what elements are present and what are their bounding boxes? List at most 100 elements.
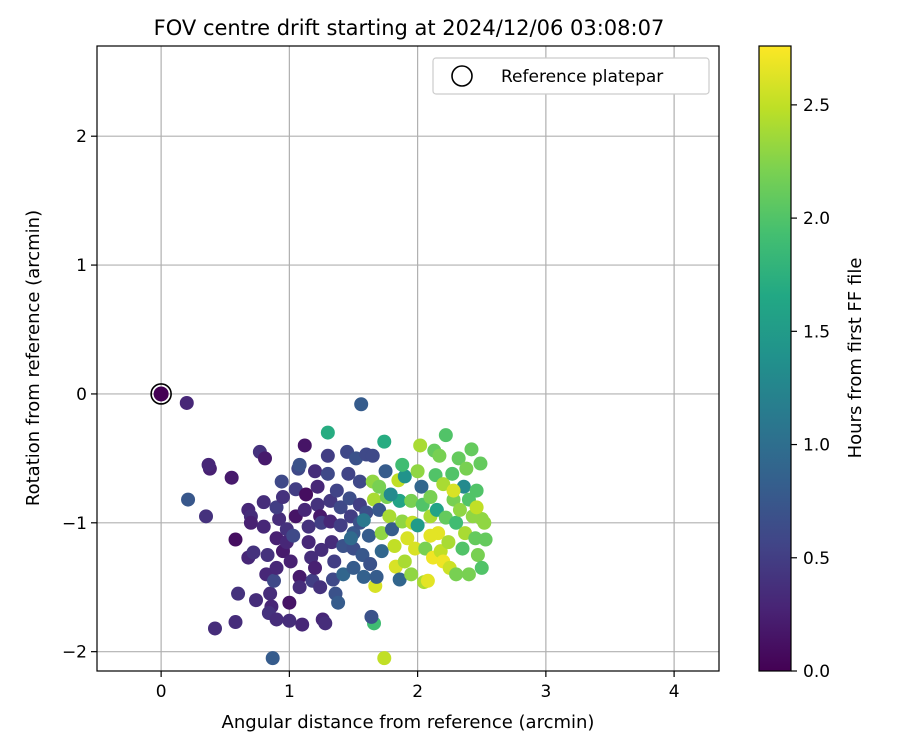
- data-point: [283, 554, 298, 569]
- data-point: [438, 428, 453, 443]
- data-point: [410, 464, 425, 479]
- data-point: [282, 595, 297, 610]
- data-point: [377, 434, 392, 449]
- data-point: [313, 580, 328, 595]
- data-point: [199, 509, 214, 524]
- data-point: [395, 514, 410, 529]
- grid: [97, 46, 719, 671]
- data-point: [423, 490, 438, 505]
- data-point: [342, 491, 357, 506]
- data-point: [256, 495, 271, 510]
- colorbar-ticks: 0.0 0.5 1.0 1.5 2.0 2.5: [791, 96, 830, 682]
- data-point: [392, 572, 407, 587]
- data-point: [384, 522, 399, 537]
- colorbar-label: Hours from first FF file: [845, 258, 866, 459]
- data-point: [260, 548, 275, 563]
- data-point: [441, 535, 456, 550]
- data-point: [323, 493, 338, 508]
- data-point: [470, 548, 485, 563]
- data-point: [274, 474, 289, 489]
- data-point: [292, 580, 307, 595]
- y-axis-label: Rotation from reference (arcmin): [23, 210, 44, 506]
- data-point: [369, 569, 384, 584]
- data-point: [314, 542, 329, 557]
- data-point: [474, 560, 489, 575]
- data-point: [310, 479, 325, 494]
- data-point: [224, 470, 239, 485]
- data-point: [413, 438, 428, 453]
- y-tick-label: 2: [76, 127, 87, 147]
- data-point: [301, 535, 316, 550]
- data-point: [477, 515, 492, 530]
- x-tick-label: 2: [412, 682, 423, 702]
- data-point: [310, 497, 325, 512]
- x-tick-label: 0: [156, 682, 167, 702]
- data-point: [324, 535, 339, 550]
- reference-point: [153, 386, 169, 402]
- data-point: [436, 477, 451, 492]
- colorbar-tick-label: 2.5: [803, 96, 830, 116]
- data-point: [356, 513, 371, 528]
- data-point: [469, 483, 484, 498]
- colorbar-gradient: [758, 45, 792, 672]
- data-point: [382, 509, 397, 524]
- data-point: [367, 492, 382, 507]
- data-point: [461, 567, 476, 582]
- data-point: [346, 560, 361, 575]
- data-points: [179, 395, 493, 666]
- data-point: [451, 451, 466, 466]
- legend-marker-circle-icon: [451, 65, 473, 87]
- data-point: [231, 586, 246, 601]
- data-point: [387, 539, 402, 553]
- data-point: [356, 569, 371, 584]
- data-point: [301, 519, 316, 534]
- data-point: [378, 464, 393, 479]
- data-point: [469, 500, 484, 515]
- data-point: [410, 518, 425, 533]
- data-point: [333, 500, 348, 515]
- data-point: [275, 490, 290, 505]
- y-tick-label: −2: [62, 643, 87, 663]
- data-point: [404, 493, 419, 508]
- x-tick-label: 4: [669, 682, 680, 702]
- colorbar-tick-label: 1.0: [803, 436, 830, 456]
- data-point: [266, 573, 281, 588]
- data-point: [201, 457, 216, 472]
- x-ticks: 0 1 2 3 4: [156, 671, 680, 702]
- y-tick-label: 1: [76, 256, 87, 276]
- data-point: [365, 448, 380, 463]
- data-point: [445, 466, 460, 481]
- data-point: [404, 567, 419, 582]
- x-axis-label: Angular distance from reference (arcmin): [222, 712, 595, 733]
- data-point: [333, 518, 348, 533]
- data-point: [420, 573, 435, 588]
- data-point: [297, 438, 312, 453]
- data-point: [449, 567, 464, 582]
- data-point: [263, 586, 278, 601]
- data-point: [243, 515, 258, 530]
- data-point: [455, 541, 470, 556]
- data-point: [269, 612, 284, 627]
- data-point: [329, 483, 344, 498]
- data-point: [452, 502, 467, 517]
- data-point: [272, 511, 287, 526]
- data-point: [256, 519, 271, 534]
- data-point: [464, 442, 479, 457]
- colorbar: 0.0 0.5 1.0 1.5 2.0 2.5 Hours from first FF f…: [758, 45, 866, 682]
- data-point: [397, 554, 412, 569]
- data-point: [341, 466, 356, 481]
- data-point: [265, 651, 280, 666]
- data-point: [446, 483, 461, 498]
- data-point: [297, 502, 312, 517]
- legend-label: Reference platepar: [501, 67, 663, 87]
- data-point: [473, 456, 488, 471]
- data-point: [246, 545, 261, 560]
- data-point: [459, 461, 474, 476]
- data-point: [468, 531, 483, 546]
- colorbar-tick-label: 1.5: [803, 322, 830, 342]
- data-point: [377, 651, 392, 666]
- data-point: [331, 595, 346, 610]
- data-point: [354, 397, 369, 412]
- data-point: [228, 532, 243, 547]
